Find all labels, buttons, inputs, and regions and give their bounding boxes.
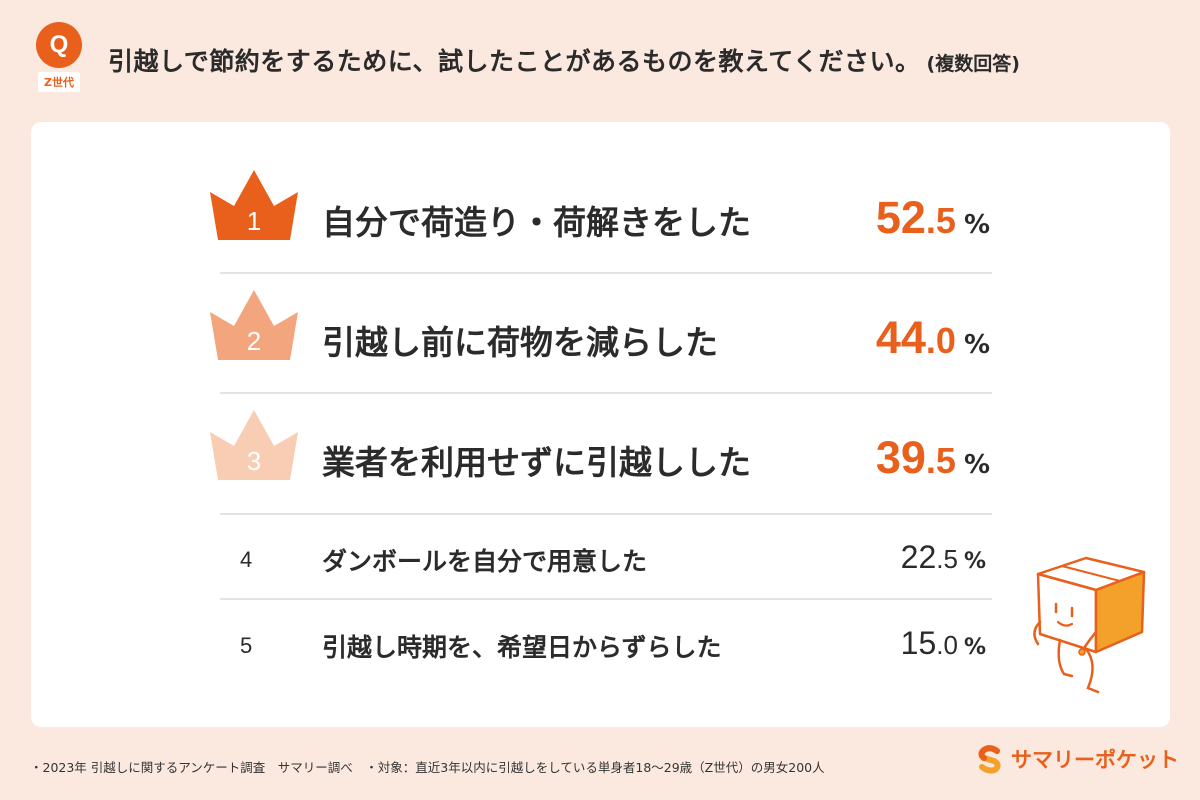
brand-logo-mark <box>978 745 1001 774</box>
crown-rank-number: 1 <box>247 206 261 236</box>
rank-4-number: 4 <box>240 547 253 572</box>
row-divider <box>220 598 992 600</box>
rank-5-number: 5 <box>240 633 253 658</box>
crown-icon-rank-3: 3 <box>210 410 298 480</box>
rank-2-label: 引越し前に荷物を減らした <box>322 323 718 362</box>
generation-tag: Z世代 <box>38 72 80 92</box>
row-divider <box>220 392 992 394</box>
rank-1-label: 自分で荷造り・荷解きをした <box>322 203 751 242</box>
question-badge: Q Z世代 <box>31 22 87 92</box>
crown-icon-rank-1: 1 <box>210 170 298 240</box>
mascot-box-character <box>1024 552 1164 716</box>
crown-rank-number: 2 <box>247 326 261 356</box>
rank-2-value: 44.0 % <box>875 312 990 363</box>
survey-source-note: ・2023年 引越しに関するアンケート調査 サマリー調べ ・対象：直近3年以内に… <box>30 760 825 775</box>
q-circle: Q <box>36 22 82 68</box>
rank-4-value: 22.5 % <box>900 539 986 575</box>
row-divider <box>220 272 992 274</box>
brand-name: サマリーポケット <box>1011 748 1179 772</box>
crown-icon-rank-2: 2 <box>210 290 298 360</box>
brand-logo: サマリーポケット <box>975 744 1179 774</box>
row-divider <box>220 513 992 515</box>
rank-3-value: 39.5 % <box>875 432 990 483</box>
rank-5-label: 引越し時期を、希望日からずらした <box>322 633 722 662</box>
question-text: 引越しで節約をするために、試したことがあるものを教えてください。 <box>108 47 921 76</box>
rank-1-value: 52.5 % <box>875 192 990 243</box>
rank-3-label: 業者を利用せずに引越しした <box>322 443 751 482</box>
question-title: 引越しで節約をするために、試したことがあるものを教えてください。 (複数回答) <box>108 42 1020 82</box>
rank-4-label: ダンボールを自分で用意した <box>322 547 648 576</box>
rank-5-value: 15.0 % <box>900 625 986 661</box>
crown-rank-number: 3 <box>247 446 261 476</box>
question-note: (複数回答) <box>926 53 1020 75</box>
